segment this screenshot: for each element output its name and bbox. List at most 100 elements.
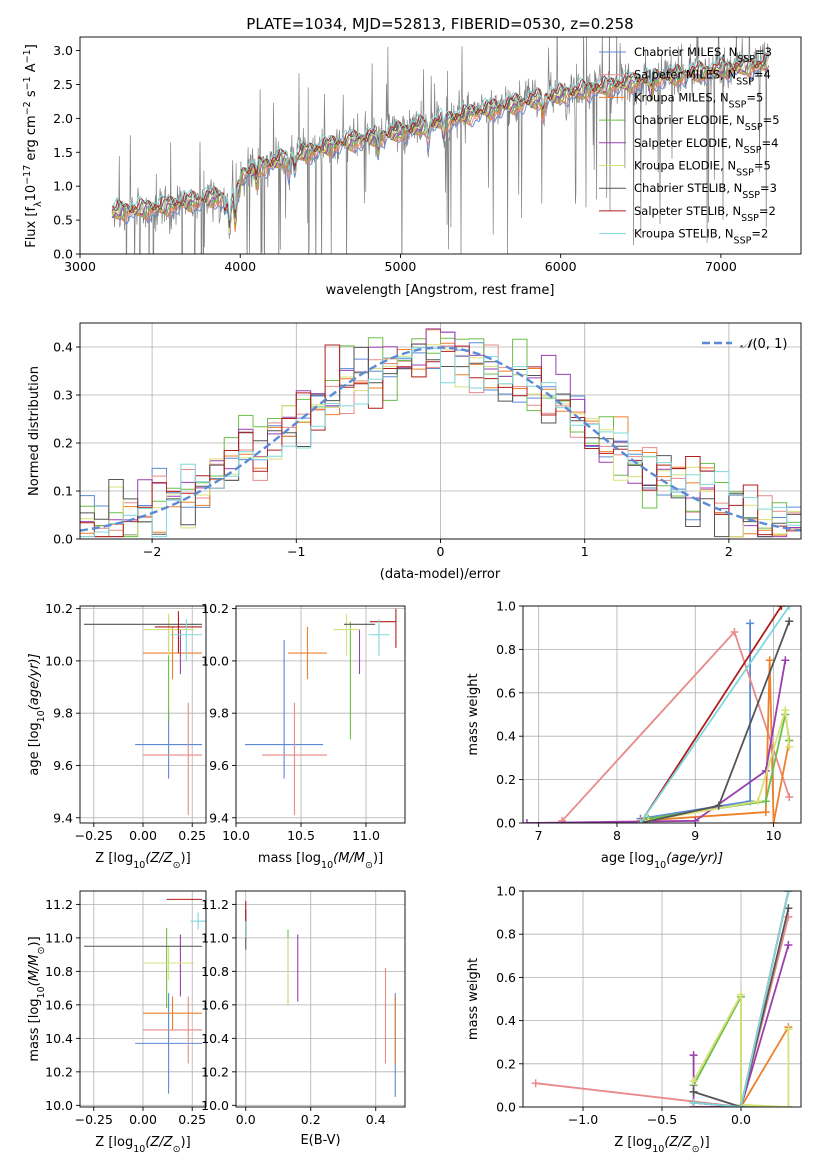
label-part: =3 [755,45,772,59]
hist-step-kroupa-stelib [80,347,801,538]
label-part: Chabrier ELODIE, N [634,113,745,127]
label-part: (0, 1) [752,337,787,352]
errorbar-point [288,626,327,680]
axes-residuals: −2 −1 0 1 2 0.0 0.1 0.2 0.3 0.4 [53,322,802,559]
y-tick-label: 10.6 [45,997,73,1012]
weight-marker [736,1103,745,1107]
x-tick-label: 7 [535,828,543,843]
y-tick-label: 10.0 [45,1098,73,1113]
y-tick-label: 2.5 [53,77,73,92]
x-tick-label: −0.25 [75,1112,113,1127]
label-part: =2 [751,227,768,241]
y-axis-label: mass weight [466,673,481,755]
weight-marker [531,1079,540,1088]
label-part: 10 [321,860,333,871]
weight-marker [784,1025,793,1034]
y-tick-label: 2.0 [53,111,73,126]
x-tick-label: −0.5 [647,1112,677,1127]
x-tick-label: 5000 [385,259,417,274]
label-part: Chabrier STELIB, N [634,181,742,195]
axes-frame [235,605,406,824]
errorbar-point [143,946,195,980]
label-part: SSP [737,54,755,65]
label-part: =5 [763,113,780,127]
y-tick-label: 10.8 [45,964,73,979]
weight-line-kroupa-stelib [693,891,790,1107]
weight-marker [785,792,794,801]
ticks: −1.0 −0.5 0.0 0.0 0.2 0.4 0.6 0.8 1.0 [496,884,751,1128]
y-tick-label: 10.8 [201,964,229,979]
weight-marker [784,904,793,913]
x-tick-label: 6000 [545,259,577,274]
y-tick-label: 1.0 [496,599,516,614]
x-tick-label: 0 [437,544,445,559]
label-part: −2 [22,101,33,115]
y-tick-label: 10.2 [45,1064,73,1079]
legend-label: Kroupa STELIB, NSSP=2 [634,227,768,247]
y-tick-label: 0.8 [496,927,516,942]
label-part: SSP [744,144,762,155]
errorbar-point [143,626,203,680]
plot-area [80,328,801,538]
weight-line-salpeter-miles [535,916,790,1107]
weight-marker [753,797,762,806]
x-tick-label: 9 [691,828,699,843]
errorbar-point [262,702,327,816]
weight-marker [781,706,790,715]
legend-label: Salpeter ELODIE, NSSP=4 [634,136,778,156]
y-tick-label: 0.5 [53,213,73,228]
x-tick-label: 10 [766,828,782,843]
axes-age-vs-Z: −0.25 0.00 0.25 9.4 9.6 9.8 10.0 10.2 [45,601,207,843]
label-part: age [log [601,851,654,866]
y-tick-label: 0.2 [496,772,516,787]
axes-weight-vs-age: 7 8 9 10 0.0 0.2 0.4 0.6 0.8 1.0 [496,599,802,843]
label-part: mass [log [27,998,42,1061]
label-part: λ [33,201,44,207]
model-line-kroupa-stelib [111,50,769,221]
label-part: −1 [22,76,33,90]
x-tick-label: 0.0 [236,1112,256,1127]
errorbar-point [143,996,203,1030]
weight-marker [761,808,770,817]
y-tick-label: 1.0 [53,179,73,194]
ticks: −0.25 0.00 0.25 10.0 10.2 10.4 10.6 10.8 11.0 11.… [45,897,206,1127]
y-tick-label: 9.4 [209,810,229,825]
weight-marker [689,1087,698,1096]
weight-marker [784,1103,793,1107]
label-part: =4 [761,136,778,150]
label-part: 10 [652,1144,664,1155]
label-part: ⊙ [173,1144,181,1155]
y-tick-label: 0.6 [496,970,516,985]
errorbar-point [368,619,390,656]
legend-label: Salpeter MILES, NSSP=4 [634,68,771,88]
weight-marker [714,801,723,810]
weight-marker [785,743,794,752]
axes-frame [522,890,802,1108]
errorbar-point [135,993,203,1094]
axes-frame [235,890,406,1108]
x-tick-label: 0.00 [129,1112,157,1127]
weight-line-kroupa-miles [693,1026,790,1107]
x-tick-label: −2 [143,544,161,559]
label-part: ⊙ [692,1144,700,1155]
legend-label: Chabrier MILES, NSSP=3 [634,45,772,65]
weight-marker [785,606,794,610]
figure-title: PLATE=1034, MJD=52813, FIBERID=0530, z=0… [246,15,633,33]
gaussian-curve [80,346,801,532]
legend-label: Kroupa ELODIE, NSSP=5 [634,159,771,179]
label-part: ⊙ [173,860,181,871]
label-part: SSP [736,167,754,178]
y-tick-label: 11.2 [201,897,229,912]
y-axis-label: age [log10(age/yr)] [27,653,47,775]
label-part: =2 [759,204,776,218]
errorbar-point [333,613,360,656]
label-part: −1 [22,49,33,63]
x-tick-label: 0.4 [366,1112,386,1127]
label-part: ] [24,44,39,49]
weight-line-chabrier-stelib [693,908,790,1107]
y-tick-label: 10.0 [201,1098,229,1113]
weight-line-kroupa-stelib [639,606,791,823]
label-part: 10 [133,1144,145,1155]
x-axis-label: mass [log10(M/M⊙)] [258,851,383,871]
y-tick-label: 0.0 [53,532,73,547]
